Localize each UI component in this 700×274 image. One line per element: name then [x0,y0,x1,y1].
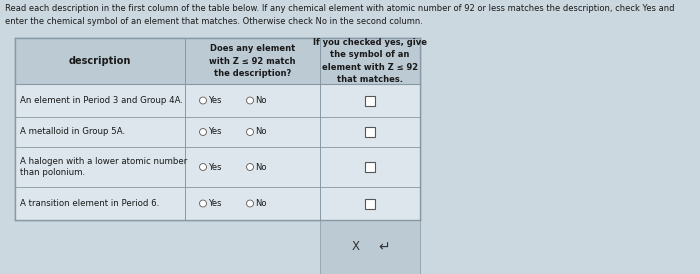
Text: A metalloid in Group 5A.: A metalloid in Group 5A. [20,127,125,136]
Bar [15,187,420,220]
Text: Yes: Yes [208,199,221,208]
Circle shape [246,200,253,207]
Bar [15,84,420,117]
Text: A halogen with a lower atomic number
than polonium.: A halogen with a lower atomic number tha… [20,157,188,177]
Text: ↵: ↵ [378,240,390,254]
Text: Read each description in the first column of the table below. If any chemical el: Read each description in the first colum… [5,4,675,25]
Text: Yes: Yes [208,127,221,136]
Bar [365,127,375,137]
Text: X: X [352,241,360,253]
Circle shape [246,97,253,104]
Text: No: No [255,96,267,105]
Circle shape [199,200,206,207]
Text: No: No [255,199,267,208]
Bar [15,38,420,220]
Text: Yes: Yes [208,162,221,172]
Bar [365,96,375,105]
Text: Does any element
with Z ≤ 92 match
the description?: Does any element with Z ≤ 92 match the d… [209,44,295,78]
Circle shape [246,129,253,136]
Bar [15,117,420,147]
Text: No: No [255,162,267,172]
Bar [365,162,375,172]
Circle shape [199,97,206,104]
Text: Yes: Yes [208,96,221,105]
Bar [365,198,375,209]
Circle shape [199,129,206,136]
Bar [320,220,420,274]
Text: description: description [69,56,131,66]
Bar [15,147,420,187]
Circle shape [199,164,206,170]
Text: No: No [255,127,267,136]
Circle shape [246,164,253,170]
Bar [15,38,420,84]
Text: If you checked yes, give
the symbol of an
element with Z ≤ 92
that matches.: If you checked yes, give the symbol of a… [313,38,427,84]
Text: A transition element in Period 6.: A transition element in Period 6. [20,199,160,208]
Text: An element in Period 3 and Group 4A.: An element in Period 3 and Group 4A. [20,96,183,105]
